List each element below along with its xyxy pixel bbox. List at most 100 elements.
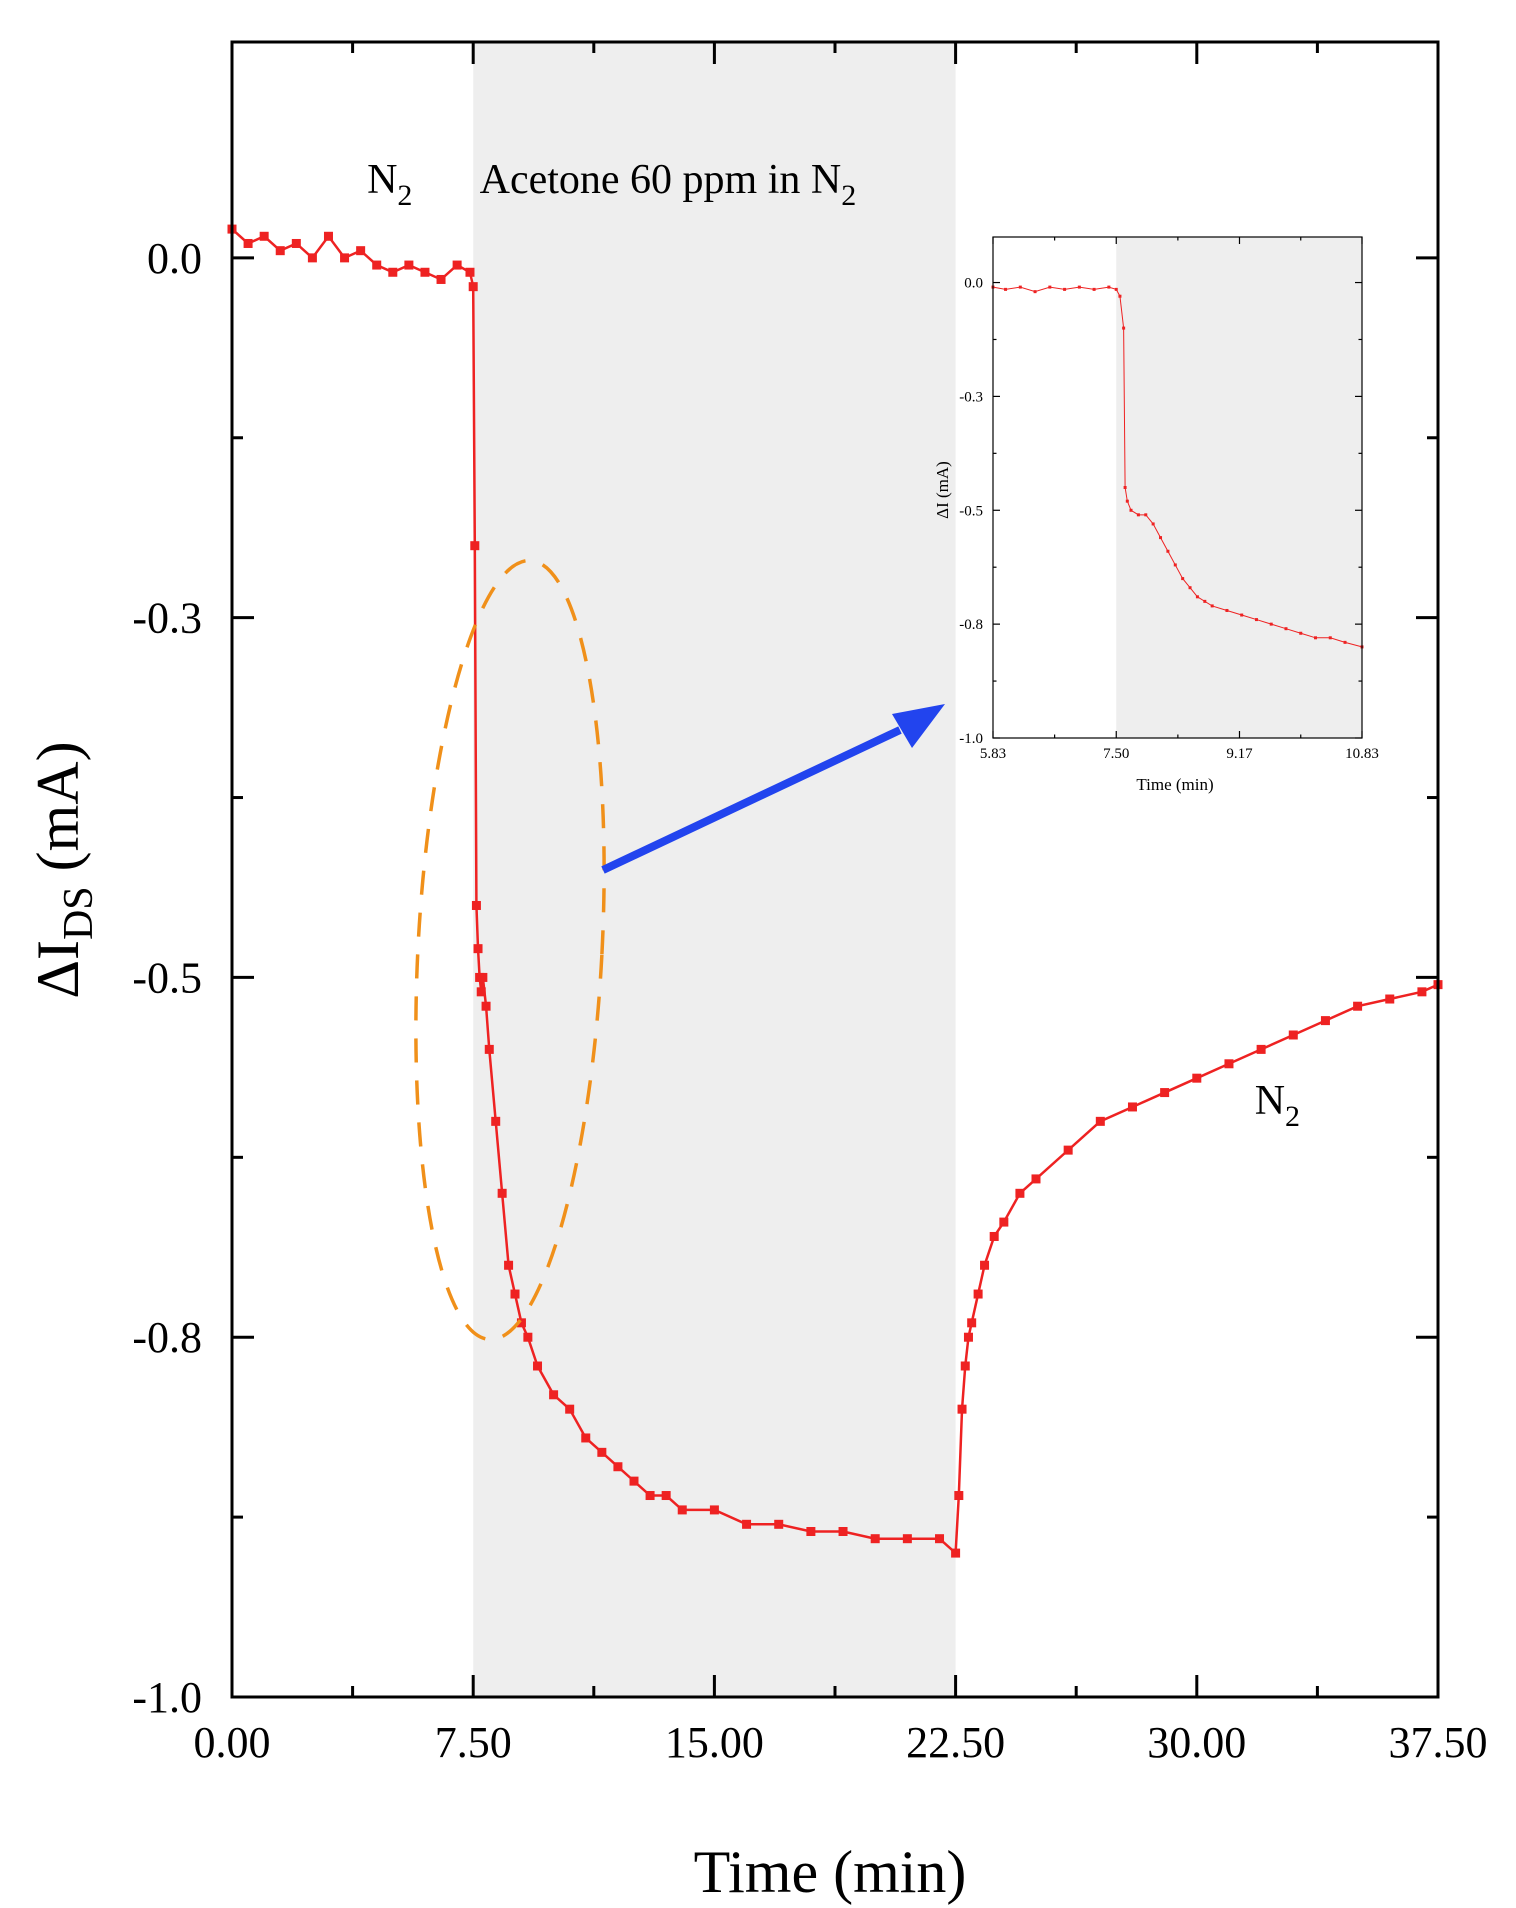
data-point <box>935 1534 945 1544</box>
series-line <box>992 286 1363 648</box>
x-tick-label: 9.17 <box>1226 746 1253 762</box>
data-point <box>565 1404 575 1414</box>
inset-x-axis-title: Time (min) <box>1136 775 1213 794</box>
data-point <box>473 944 483 954</box>
data-point <box>1159 536 1163 540</box>
data-point <box>1385 994 1395 1004</box>
data-point <box>404 260 414 270</box>
data-point <box>1095 1116 1105 1126</box>
y-tick-label: -1.0 <box>959 731 983 747</box>
data-point <box>291 238 301 248</box>
data-point <box>1092 287 1096 291</box>
data-point <box>484 1044 494 1054</box>
data-point <box>1144 513 1148 517</box>
data-point <box>1127 1102 1137 1112</box>
data-point <box>973 1289 983 1299</box>
data-point <box>1225 608 1229 612</box>
data-point <box>497 1188 507 1198</box>
main-annotations: N2 Acetone 60 ppm in N2 N2 <box>367 157 1300 1133</box>
data-point <box>902 1534 912 1544</box>
data-point <box>1048 285 1052 289</box>
data-point <box>1284 627 1288 631</box>
main-y-axis: 0.0 -0.3 -0.5 -0.8 -1.0 <box>132 234 1438 1722</box>
y-tick-label: -1.0 <box>132 1673 202 1722</box>
data-point <box>510 1289 520 1299</box>
data-point <box>597 1447 607 1457</box>
annotation-label: Acetone 60 ppm in N2 <box>480 157 857 212</box>
data-point <box>1299 631 1303 635</box>
data-point <box>581 1433 591 1443</box>
data-point <box>1118 294 1122 298</box>
data-point <box>388 267 398 277</box>
data-point <box>1173 563 1177 567</box>
data-point <box>1077 285 1081 289</box>
data-point <box>1343 640 1347 644</box>
annotation-label: N2 <box>1255 1078 1300 1133</box>
data-point <box>481 1001 491 1011</box>
data-point <box>471 900 481 910</box>
data-point <box>275 246 285 256</box>
acetone-exposure-region <box>473 42 956 1697</box>
data-point <box>243 238 253 248</box>
data-point <box>1136 513 1140 517</box>
data-point <box>340 253 350 263</box>
data-point <box>1033 290 1037 294</box>
data-point <box>470 541 480 551</box>
inset-y-axis: 0.0 -0.3 -0.5 -0.8 -1.0 <box>959 276 1362 747</box>
data-point <box>613 1462 623 1472</box>
data-point <box>1122 326 1126 330</box>
data-point <box>1314 636 1318 640</box>
data-point <box>323 231 333 241</box>
data-point <box>999 1217 1009 1227</box>
main-data-series <box>227 224 1443 1558</box>
data-point <box>1031 1174 1041 1184</box>
main-x-axis: 0.00 7.50 15.00 22.50 30.00 37.50 <box>194 42 1488 1767</box>
data-point <box>951 1548 961 1558</box>
y-tick-label: 0.0 <box>147 234 202 283</box>
data-point <box>307 253 317 263</box>
x-axis-title: Time (min) <box>694 1839 967 1905</box>
data-point <box>1125 499 1129 503</box>
zoom-arrow-head <box>892 704 945 748</box>
data-point <box>1107 285 1111 289</box>
data-point <box>533 1361 543 1371</box>
data-point <box>709 1505 719 1515</box>
data-point <box>1004 287 1008 291</box>
data-point <box>1160 1088 1170 1098</box>
data-point <box>806 1527 816 1536</box>
inset-exposure-region <box>1116 237 1362 738</box>
data-point <box>677 1505 687 1515</box>
x-tick-label: 30.00 <box>1147 1718 1246 1767</box>
data-point <box>989 1231 999 1241</box>
data-point <box>1240 613 1244 617</box>
data-point <box>523 1332 533 1342</box>
data-point <box>980 1260 990 1270</box>
data-point <box>420 267 430 277</box>
data-point <box>1129 508 1133 512</box>
annotation-label: N2 <box>367 157 412 212</box>
data-point <box>1166 549 1170 553</box>
data-point <box>742 1519 752 1529</box>
data-point <box>452 260 462 270</box>
data-point <box>1203 599 1207 603</box>
data-point <box>1015 1188 1025 1198</box>
y-tick-label: -0.3 <box>132 594 202 643</box>
y-axis-title: ΔIDS (mA) <box>25 741 102 998</box>
data-point <box>1188 586 1192 590</box>
data-point <box>436 274 446 284</box>
data-point <box>1123 486 1127 489</box>
data-point <box>478 972 488 982</box>
data-point <box>1063 287 1067 291</box>
data-point <box>963 1332 973 1342</box>
data-point <box>645 1491 655 1501</box>
data-point <box>1063 1145 1073 1155</box>
data-point <box>1417 987 1427 997</box>
y-tick-label: -0.8 <box>132 1313 202 1362</box>
data-point <box>957 1404 967 1414</box>
x-tick-label: 7.50 <box>435 1718 512 1767</box>
highlight-ellipse <box>414 558 606 1342</box>
inset-plot: 5.83 7.50 9.17 10.83 0.0 -0.3 -0.5 -0.8 -1.0 Ti… <box>933 236 1379 794</box>
x-tick-label: 22.50 <box>906 1718 1005 1767</box>
data-point <box>549 1390 559 1400</box>
data-point <box>491 1116 501 1126</box>
